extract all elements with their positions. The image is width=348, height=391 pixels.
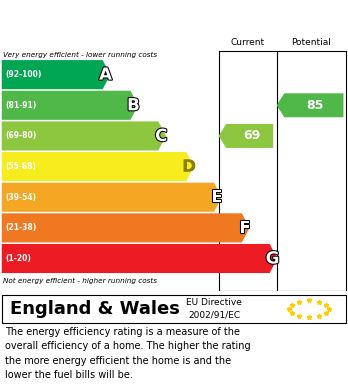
Text: G: G [266,249,279,267]
Text: A: A [99,66,112,84]
Text: (55-68): (55-68) [5,162,36,171]
Text: Very energy efficient - lower running costs: Very energy efficient - lower running co… [3,52,157,58]
Polygon shape [2,183,222,212]
Text: (21-38): (21-38) [5,223,37,232]
Text: EU Directive
2002/91/EC: EU Directive 2002/91/EC [186,298,242,319]
Polygon shape [2,244,277,273]
Text: C: C [155,127,167,145]
Text: 85: 85 [306,99,324,112]
Text: (81-91): (81-91) [5,101,37,110]
Text: Not energy efficient - higher running costs: Not energy efficient - higher running co… [3,278,157,284]
Text: F: F [239,219,251,237]
Polygon shape [219,124,273,148]
FancyBboxPatch shape [2,294,346,323]
Text: 69: 69 [243,129,260,142]
Text: (92-100): (92-100) [5,70,42,79]
Polygon shape [2,152,194,181]
Text: England & Wales: England & Wales [10,300,180,318]
Text: Energy Efficiency Rating: Energy Efficiency Rating [9,9,238,27]
Text: (1-20): (1-20) [5,254,31,263]
Text: (39-54): (39-54) [5,193,36,202]
Text: B: B [127,96,140,114]
Polygon shape [277,93,343,117]
Polygon shape [2,213,250,242]
Text: D: D [182,158,196,176]
Text: The energy efficiency rating is a measure of the
overall efficiency of a home. T: The energy efficiency rating is a measur… [5,327,251,380]
Text: Potential: Potential [292,38,331,47]
Text: Current: Current [230,38,265,47]
Polygon shape [2,91,138,120]
Text: (69-80): (69-80) [5,131,37,140]
Polygon shape [2,121,166,151]
Text: E: E [211,188,223,206]
Polygon shape [2,60,110,89]
